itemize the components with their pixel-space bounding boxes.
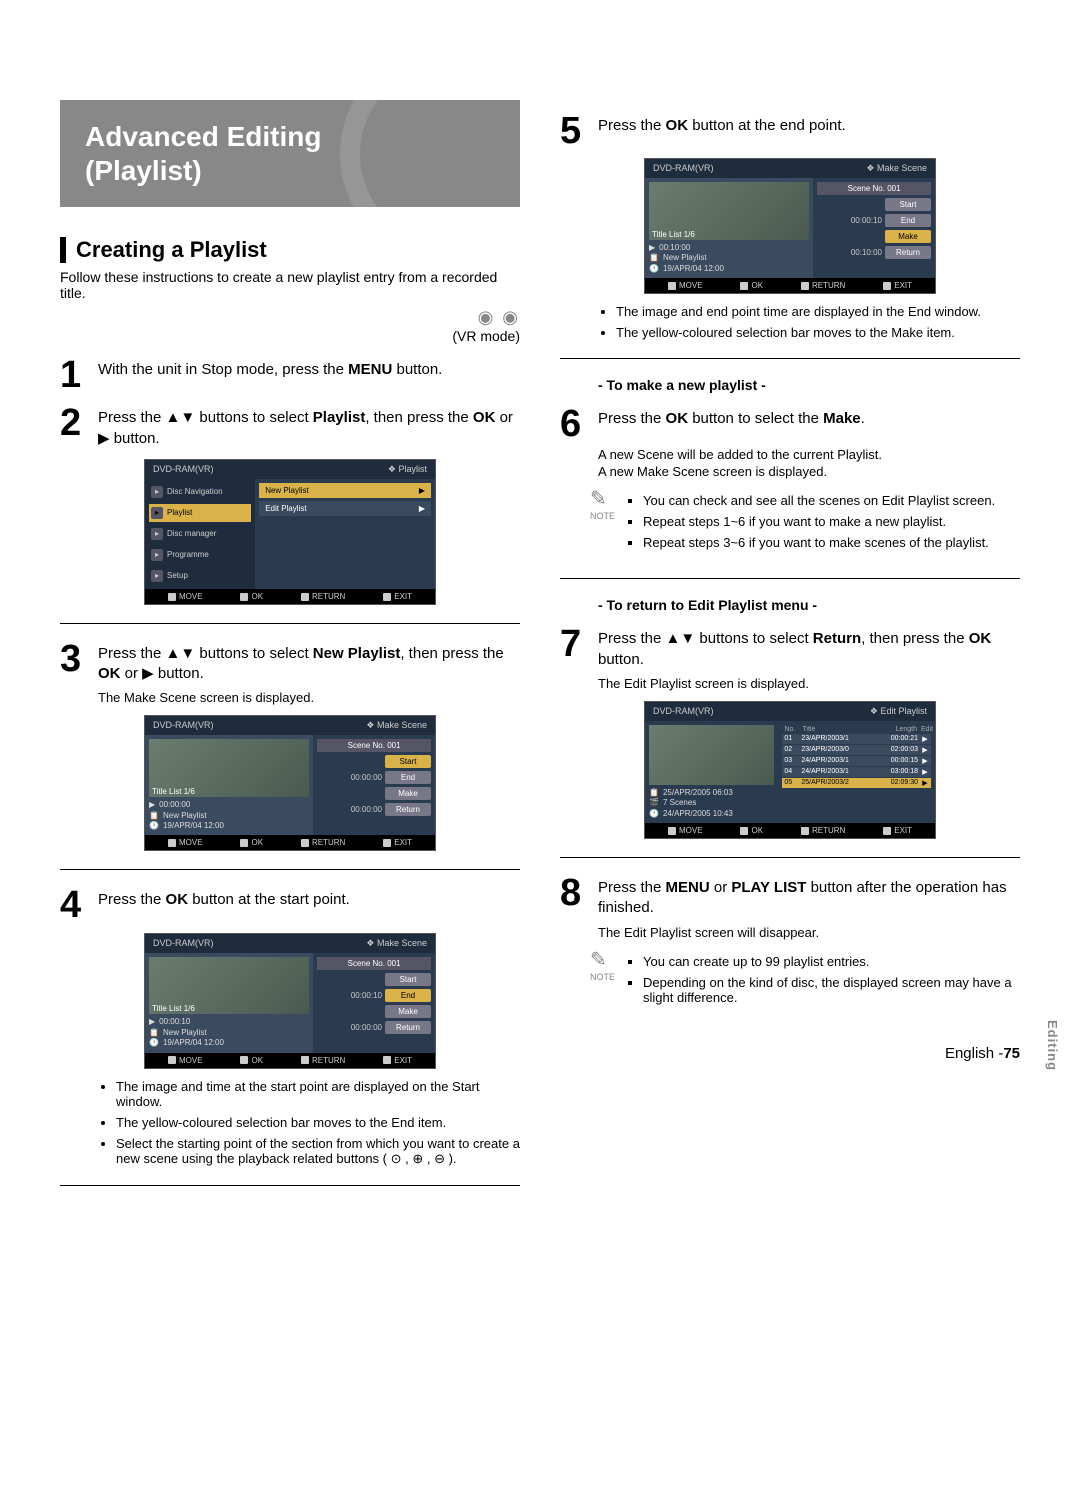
step-3: 3 Press the ▲▼ buttons to select New Pla… xyxy=(60,642,520,685)
osd-menu-item: ▸Disc Navigation xyxy=(149,483,251,501)
step-8: 8 Press the MENU or PLAY LIST button aft… xyxy=(560,876,1020,919)
step-text: Press the OK button at the start point. xyxy=(98,888,350,922)
step-4-bullets: The image and time at the start point ar… xyxy=(98,1079,520,1167)
disc-icons: ◉ ◉ xyxy=(60,307,520,328)
list-item: Repeat steps 1~6 if you want to make a n… xyxy=(643,514,995,529)
note-6-list: You can check and see all the scenes on … xyxy=(625,493,995,556)
osd-playlist-menu: DVD-RAM(VR) ❖ Playlist ▸Disc Navigation▸… xyxy=(144,459,436,605)
note-block-8: ✎ NOTE You can create up to 99 playlist … xyxy=(590,950,1020,1015)
note-icon-wrapper: ✎ NOTE xyxy=(590,950,615,1015)
list-item: The image and time at the start point ar… xyxy=(116,1079,520,1109)
list-item: Select the starting point of the section… xyxy=(116,1136,520,1167)
step-7-sub: The Edit Playlist screen is displayed. xyxy=(598,676,1020,691)
separator xyxy=(60,623,520,624)
step-5-bullets: The image and end point time are display… xyxy=(598,304,1020,340)
osd-menu-option: Edit Playlist▶ xyxy=(259,501,431,516)
title-line2: (Playlist) xyxy=(85,154,495,188)
right-column: 5 Press the OK button at the end point. … xyxy=(560,100,1020,1204)
osd-list-row: 0424/APR/2003/103:00:18▶ xyxy=(782,767,931,777)
osd-menu-option: New Playlist▶ xyxy=(259,483,431,498)
osd-make-scene-b: DVD-RAM(VR) ❖ Make Scene Title List 1/6 … xyxy=(144,933,436,1069)
note-block-6: ✎ NOTE You can check and see all the sce… xyxy=(590,489,1020,560)
section-heading: Creating a Playlist xyxy=(60,237,520,263)
subhead-make-new: - To make a new playlist - xyxy=(598,377,1020,393)
list-item: You can check and see all the scenes on … xyxy=(643,493,995,508)
step-num: 7 xyxy=(560,627,588,670)
osd-list-row: 0525/APR/2003/202:09:30▶ xyxy=(782,778,931,788)
note-icon-wrapper: ✎ NOTE xyxy=(590,489,615,560)
step-text: Press the ▲▼ buttons to select New Playl… xyxy=(98,642,520,685)
page-title-block: Advanced Editing (Playlist) xyxy=(60,100,520,207)
list-item: You can create up to 99 playlist entries… xyxy=(643,954,1020,969)
osd-top-left: DVD-RAM(VR) xyxy=(153,464,214,475)
list-item: The image and end point time are display… xyxy=(616,304,1020,319)
step-num: 2 xyxy=(60,406,88,449)
step-1: 1 With the unit in Stop mode, press the … xyxy=(60,358,520,392)
step-num: 8 xyxy=(560,876,588,919)
note-label: NOTE xyxy=(590,972,615,982)
step-num: 5 xyxy=(560,114,588,148)
step-text: With the unit in Stop mode, press the ME… xyxy=(98,358,442,392)
step-6-sub1: A new Scene will be added to the current… xyxy=(598,447,1020,462)
separator xyxy=(60,869,520,870)
note-icon: ✎ xyxy=(590,950,615,970)
subhead-return: - To return to Edit Playlist menu - xyxy=(598,597,1020,613)
step-text: Press the OK button at the end point. xyxy=(598,114,846,148)
step-2: 2 Press the ▲▼ buttons to select Playlis… xyxy=(60,406,520,449)
separator xyxy=(560,857,1020,858)
osd-menu-item: ▸Setup xyxy=(149,567,251,585)
osd-list-row: 0123/APR/2003/100:00:21▶ xyxy=(782,734,931,744)
side-tab-editing: Editing xyxy=(1045,1020,1060,1071)
step-text: Press the ▲▼ buttons to select Return, t… xyxy=(598,627,1020,670)
osd-menu-item: ▸Programme xyxy=(149,546,251,564)
step-5: 5 Press the OK button at the end point. xyxy=(560,114,1020,148)
list-item: Repeat steps 3~6 if you want to make sce… xyxy=(643,535,995,550)
step-num: 6 xyxy=(560,407,588,441)
title-line1: Advanced Editing xyxy=(85,120,495,154)
step-3-sub: The Make Scene screen is displayed. xyxy=(98,690,520,705)
osd-make-scene-a: DVD-RAM(VR) ❖ Make Scene Title List 1/6 … xyxy=(144,715,436,851)
step-6: 6 Press the OK button to select the Make… xyxy=(560,407,1020,441)
osd-footer: MOVE OK RETURN EXIT xyxy=(145,589,435,604)
note-8-list: You can create up to 99 playlist entries… xyxy=(625,954,1020,1011)
left-column: Advanced Editing (Playlist) Creating a P… xyxy=(60,100,520,1204)
step-text: Press the ▲▼ buttons to select Playlist,… xyxy=(98,406,520,449)
note-label: NOTE xyxy=(590,511,615,521)
separator xyxy=(60,1185,520,1186)
step-6-sub2: A new Make Scene screen is displayed. xyxy=(598,464,1020,479)
step-num: 1 xyxy=(60,358,88,392)
osd-menu-item: ▸Disc manager xyxy=(149,525,251,543)
step-7: 7 Press the ▲▼ buttons to select Return,… xyxy=(560,627,1020,670)
osd-menu-left: ▸Disc Navigation ▸Playlist ▸Disc manager ▸P… xyxy=(145,479,255,589)
intro-text: Follow these instructions to create a ne… xyxy=(60,269,520,301)
separator xyxy=(560,578,1020,579)
page-footer: English -75 xyxy=(560,1045,1020,1062)
step-text: Press the MENU or PLAY LIST button after… xyxy=(598,876,1020,919)
note-icon: ✎ xyxy=(590,489,615,509)
step-4: 4 Press the OK button at the start point… xyxy=(60,888,520,922)
osd-edit-playlist: DVD-RAM(VR) ❖ Edit Playlist 📋 25/APR/200… xyxy=(644,701,936,839)
osd-menu-item: ▸Playlist xyxy=(149,504,251,522)
list-item: The yellow-coloured selection bar moves … xyxy=(616,325,1020,340)
osd-menu-right: New Playlist▶ Edit Playlist▶ xyxy=(255,479,435,589)
osd-list-row: 0324/APR/2003/100:00:15▶ xyxy=(782,756,931,766)
list-item: Depending on the kind of disc, the displ… xyxy=(643,975,1020,1005)
step-text: Press the OK button to select the Make. xyxy=(598,407,865,441)
step-num: 4 xyxy=(60,888,88,922)
osd-top-right: ❖ Playlist xyxy=(388,464,427,475)
list-item: The yellow-coloured selection bar moves … xyxy=(116,1115,520,1130)
separator xyxy=(560,358,1020,359)
step-8-sub: The Edit Playlist screen will disappear. xyxy=(598,925,1020,940)
vr-mode-label: (VR mode) xyxy=(60,328,520,344)
osd-make-scene-c: DVD-RAM(VR) ❖ Make Scene Title List 1/6 … xyxy=(644,158,936,294)
step-num: 3 xyxy=(60,642,88,685)
osd-list-row: 0223/APR/2003/002:00:03▶ xyxy=(782,745,931,755)
